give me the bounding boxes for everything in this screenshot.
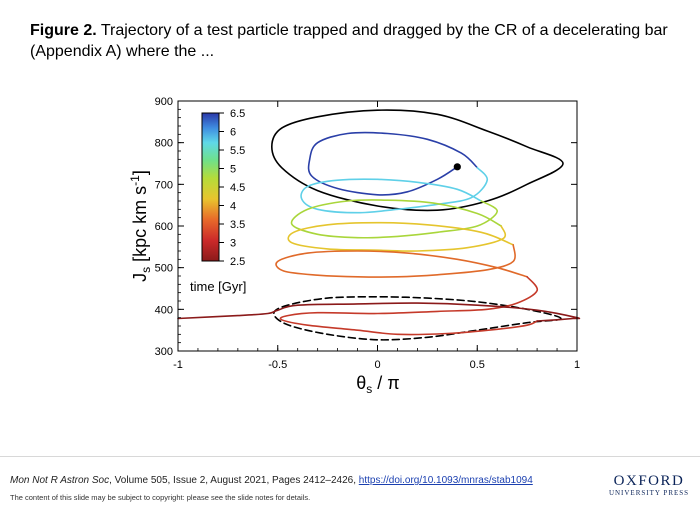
trajectory-segment-2 [307, 131, 479, 196]
colorbar-tick-label: 2.5 [230, 256, 245, 268]
footer-divider [0, 456, 700, 457]
figure-label: Figure 2. [30, 22, 97, 39]
colorbar-tick-label: 3 [230, 238, 236, 250]
copyright-notice: The content of this slide may be subject… [10, 493, 311, 502]
y-tick-label: 700 [155, 179, 173, 191]
colorbar-tick-label: 3.5 [230, 219, 245, 231]
oxford-logo: OXFORD UNIVERSITY PRESS [606, 473, 692, 498]
colorbar-tick-label: 4.5 [230, 182, 245, 194]
journal-name: Mon Not R Astron Soc [10, 475, 110, 486]
y-tick-label: 500 [155, 263, 173, 275]
doi-link[interactable]: https://doi.org/10.1093/mnras/stab1094 [358, 475, 533, 486]
x-tick-label: -0.5 [268, 359, 287, 371]
logo-university-press: UNIVERSITY PRESS [608, 489, 690, 497]
y-tick-label: 400 [155, 304, 173, 316]
colorbar-tick-label: 6 [230, 127, 236, 139]
x-tick-label: 0.5 [470, 359, 485, 371]
separatrix-solid [271, 109, 564, 212]
x-tick-label: 1 [574, 359, 580, 371]
trajectory-segment-3 [300, 166, 489, 214]
colorbar-gradient [201, 112, 220, 262]
chart: -1 -0.5 0 0.5 1 300 400 500 600 700 800 900 Js [kpc… [128, 96, 581, 396]
y-axis-label: Js [kpc km s-1] [128, 170, 153, 282]
trajectory-segment-8 [177, 302, 581, 322]
y-tick-label: 800 [155, 138, 173, 150]
colorbar-tick-label: 6.5 [230, 108, 245, 120]
y-tick-label: 300 [155, 346, 173, 358]
colorbar-tick-label: 5.5 [230, 145, 245, 157]
trajectory-segment-6 [275, 244, 528, 278]
x-axis-label: θs / π [356, 373, 399, 396]
logo-oxford: OXFORD [613, 473, 685, 489]
x-tick-label: -1 [173, 359, 183, 371]
y-tick-label: 900 [155, 96, 173, 108]
colorbar-tick-label: 5 [230, 164, 236, 176]
trajectory-segment-5 [287, 221, 514, 252]
citation: Mon Not R Astron Soc, Volume 505, Issue … [10, 474, 533, 487]
start-marker [453, 163, 461, 171]
figure-caption-text: Trajectory of a test particle trapped an… [30, 22, 668, 60]
colorbar-label: time [Gyr] [190, 279, 246, 294]
figure-caption: Figure 2. Trajectory of a test particle … [30, 20, 670, 62]
trajectory-segment-7 [279, 276, 539, 336]
x-tick-label: 0 [374, 359, 380, 371]
colorbar-tick-label: 4 [230, 201, 236, 213]
citation-details: , Volume 505, Issue 2, August 2021, Page… [109, 475, 359, 486]
y-tick-label: 600 [155, 221, 173, 233]
colorbar: 6.5 6 5.5 5 4.5 4 3.5 3 2.5 time [Gyr] [190, 108, 246, 294]
